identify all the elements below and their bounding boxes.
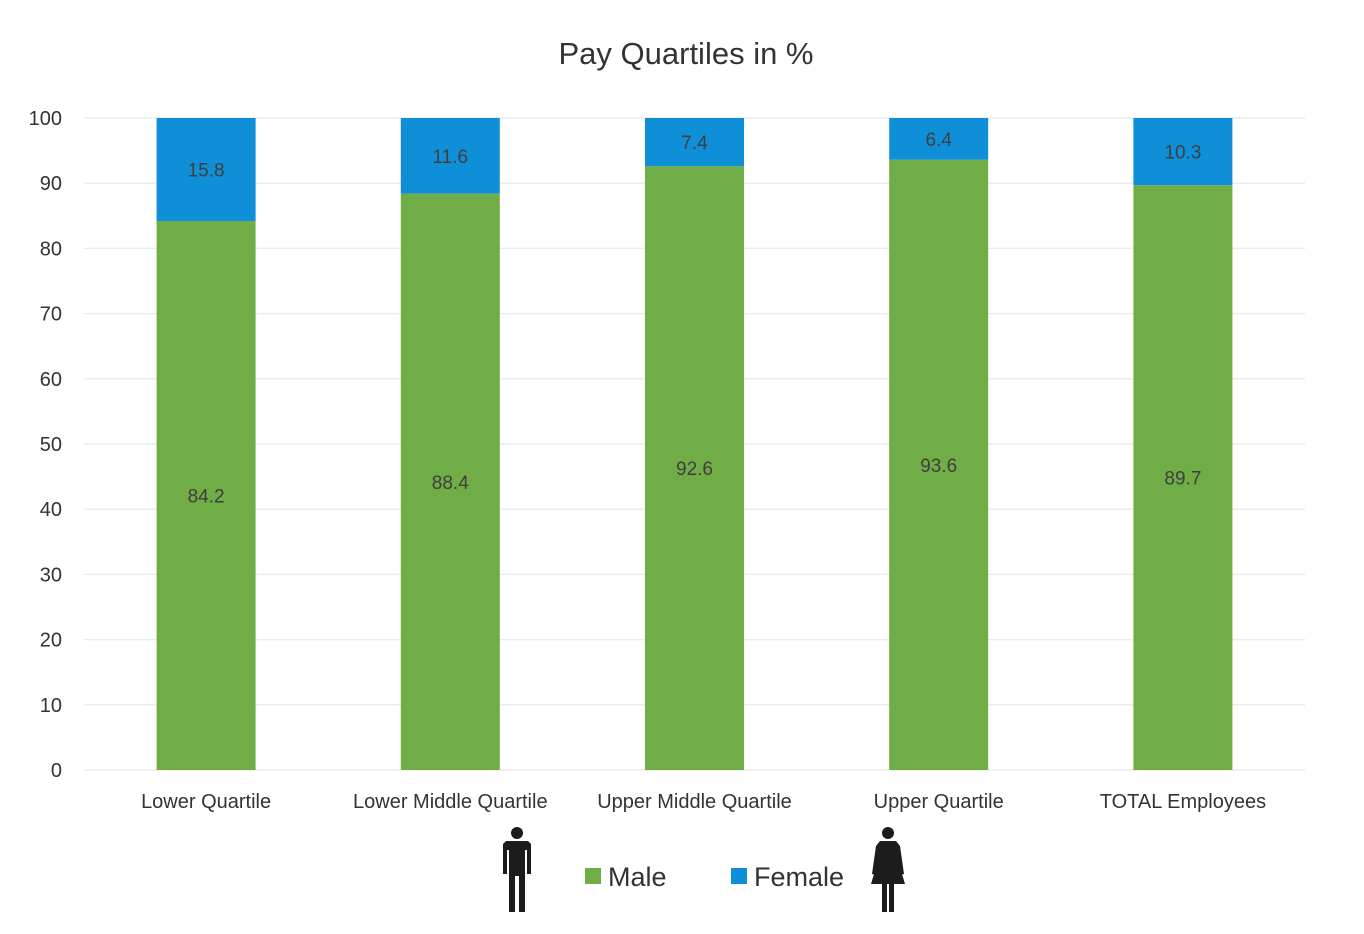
y-tick-label: 90 xyxy=(40,173,62,195)
y-tick-label: 80 xyxy=(40,238,62,260)
data-labels: 84.2 15.8 88.4 11.6 92.6 7.4 93.6 6.4 89.7 10.3 xyxy=(188,130,1202,508)
y-tick-label: 20 xyxy=(40,630,62,652)
bar-female-1 xyxy=(400,118,500,194)
y-tick-label: 50 xyxy=(40,434,62,456)
legend-label-male: Male xyxy=(608,862,667,892)
y-tick-label: 60 xyxy=(40,369,62,391)
bar-male-1 xyxy=(400,193,500,770)
chart-title: Pay Quartiles in % xyxy=(559,36,814,71)
data-label-male: 88.4 xyxy=(432,473,469,494)
y-tick-label: 40 xyxy=(40,499,62,521)
y-axis-ticks: 0 10 20 30 40 50 60 70 80 90 100 xyxy=(29,108,62,782)
male-figure-icon xyxy=(503,827,531,912)
bar-male-3 xyxy=(889,159,989,770)
legend-swatch-male xyxy=(585,868,601,884)
bar-male-2 xyxy=(645,166,744,771)
data-label-male: 84.2 xyxy=(188,487,225,508)
x-category-label: TOTAL Employees xyxy=(1100,791,1266,813)
x-category-label: Lower Middle Quartile xyxy=(353,791,548,813)
bars xyxy=(156,118,1233,771)
y-tick-label: 10 xyxy=(40,695,62,717)
x-category-label: Lower Quartile xyxy=(141,791,271,813)
x-category-label: Upper Middle Quartile xyxy=(597,791,792,813)
y-tick-label: 100 xyxy=(29,108,62,130)
data-label-male: 93.6 xyxy=(920,456,957,477)
x-axis-categories: Lower Quartile Lower Middle Quartile Upper… xyxy=(141,791,1266,813)
data-label-male: 92.6 xyxy=(676,459,713,480)
bar-male-0 xyxy=(156,221,256,771)
bar-female-2 xyxy=(645,118,744,167)
x-category-label: Upper Quartile xyxy=(874,791,1004,813)
bar-male-4 xyxy=(1133,185,1233,770)
data-label-female: 7.4 xyxy=(681,133,708,154)
female-figure-icon xyxy=(871,827,905,912)
data-label-male: 89.7 xyxy=(1164,469,1201,490)
y-tick-label: 30 xyxy=(40,564,62,586)
data-label-female: 10.3 xyxy=(1164,143,1201,164)
legend-swatch-female xyxy=(731,868,747,884)
data-label-female: 11.6 xyxy=(433,147,469,168)
y-tick-label: 0 xyxy=(51,760,62,782)
y-tick-label: 70 xyxy=(40,304,62,326)
legend-label-female: Female xyxy=(754,862,844,892)
data-label-female: 6.4 xyxy=(925,130,952,151)
bar-female-4 xyxy=(1133,118,1233,186)
bar-female-3 xyxy=(889,118,989,160)
data-label-female: 15.8 xyxy=(188,161,225,182)
bar-female-0 xyxy=(156,118,256,222)
legend: Male Female xyxy=(503,827,905,912)
